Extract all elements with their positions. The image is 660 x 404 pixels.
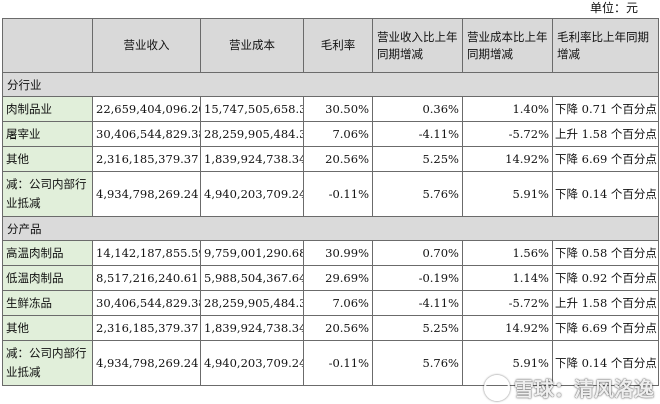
- row-label: 其他: [2, 146, 93, 172]
- cost-change-cell: 14.92%: [462, 315, 553, 341]
- revenue-change-cell: 5.25%: [372, 315, 463, 341]
- cost-cell: 9,759,001,290.68: [200, 240, 304, 266]
- margin-cell: 30.99%: [303, 240, 373, 266]
- table-row: 低温肉制品 8,517,216,240.61 5,988,504,367.64 …: [2, 265, 659, 291]
- revenue-cell: 4,934,798,269.24: [92, 171, 201, 217]
- section-header: 分行业: [2, 72, 659, 97]
- revenue-change-cell: -4.11%: [372, 290, 463, 316]
- table-row: 其他 2,316,185,379.37 1,839,924,738.34 20.…: [2, 315, 659, 341]
- header-margin: 毛利率: [303, 18, 373, 73]
- header-revenue: 营业收入: [92, 18, 201, 73]
- margin-change-cell: 上升 1.58 个百分点: [552, 121, 659, 147]
- cost-change-cell: 1.40%: [462, 96, 553, 122]
- margin-cell: 7.06%: [303, 121, 373, 147]
- header-cost-change: 营业成本比上年同期增减: [462, 18, 553, 73]
- revenue-cell: 22,659,404,096.20: [92, 96, 201, 122]
- revenue-cell: 30,406,544,829.38: [92, 121, 201, 147]
- cost-cell: 1,839,924,738.34: [200, 315, 304, 341]
- margin-change-cell: 下降 0.92 个百分点: [552, 265, 659, 291]
- margin-change-cell: 下降 0.58 个百分点: [552, 240, 659, 266]
- row-label: 减：公司内部行业抵减: [2, 171, 93, 217]
- margin-cell: 30.50%: [303, 96, 373, 122]
- cost-cell: 5,988,504,367.64: [200, 265, 304, 291]
- cost-change-cell: 1.14%: [462, 265, 553, 291]
- section-title: 分行业: [2, 72, 659, 97]
- margin-cell: 29.69%: [303, 265, 373, 291]
- margin-change-cell: 下降 6.69 个百分点: [552, 146, 659, 172]
- cost-change-cell: 5.91%: [462, 171, 553, 217]
- revenue-change-cell: 0.36%: [372, 96, 463, 122]
- table-row: 减：公司内部行业抵减 4,934,798,269.24 4,940,203,70…: [2, 171, 659, 217]
- row-label: 肉制品业: [2, 96, 93, 122]
- cost-cell: 4,940,203,709.24: [200, 340, 304, 386]
- cost-change-cell: -5.72%: [462, 290, 553, 316]
- financial-table: 营业收入 营业成本 毛利率 营业收入比上年同期增减 营业成本比上年同期增减 毛利…: [2, 18, 659, 386]
- margin-cell: 20.56%: [303, 315, 373, 341]
- cost-cell: 28,259,905,484.33: [200, 290, 304, 316]
- header-margin-change: 毛利率比上年同期增减: [552, 18, 659, 73]
- row-label: 减：公司内部行业抵减: [2, 340, 93, 386]
- table-row: 肉制品业 22,659,404,096.20 15,747,505,658.32…: [2, 96, 659, 122]
- revenue-change-cell: -4.11%: [372, 121, 463, 147]
- revenue-change-cell: 5.76%: [372, 340, 463, 386]
- margin-cell: 7.06%: [303, 290, 373, 316]
- cost-change-cell: -5.72%: [462, 121, 553, 147]
- revenue-cell: 8,517,216,240.61: [92, 265, 201, 291]
- table-row: 其他 2,316,185,379.37 1,839,924,738.34 20.…: [2, 146, 659, 172]
- cost-cell: 4,940,203,709.24: [200, 171, 304, 217]
- row-label: 生鲜冻品: [2, 290, 93, 316]
- cost-cell: 28,259,905,484.33: [200, 121, 304, 147]
- margin-cell: -0.11%: [303, 340, 373, 386]
- revenue-change-cell: -0.19%: [372, 265, 463, 291]
- revenue-cell: 4,934,798,269.24: [92, 340, 201, 386]
- unit-label: 单位：元: [589, 1, 638, 15]
- row-label: 高温肉制品: [2, 240, 93, 266]
- cost-change-cell: 5.91%: [462, 340, 553, 386]
- revenue-cell: 14,142,187,855.59: [92, 240, 201, 266]
- revenue-change-cell: 5.76%: [372, 171, 463, 217]
- margin-change-cell: 下降 0.71 个百分点: [552, 96, 659, 122]
- table-row: 生鲜冻品 30,406,544,829.38 28,259,905,484.33…: [2, 290, 659, 316]
- cost-cell: 15,747,505,658.32: [200, 96, 304, 122]
- revenue-cell: 30,406,544,829.38: [92, 290, 201, 316]
- row-label: 低温肉制品: [2, 265, 93, 291]
- row-label: 其他: [2, 315, 93, 341]
- cost-cell: 1,839,924,738.34: [200, 146, 304, 172]
- revenue-change-cell: 5.25%: [372, 146, 463, 172]
- table-row: 屠宰业 30,406,544,829.38 28,259,905,484.33 …: [2, 121, 659, 147]
- margin-change-cell: 下降 0.14 个百分点: [552, 171, 659, 217]
- row-label: 屠宰业: [2, 121, 93, 147]
- cost-change-cell: 1.56%: [462, 240, 553, 266]
- section-title: 分产品: [2, 216, 659, 241]
- header-row: 营业收入 营业成本 毛利率 营业收入比上年同期增减 营业成本比上年同期增减 毛利…: [2, 18, 659, 73]
- table-row: 减：公司内部行业抵减 4,934,798,269.24 4,940,203,70…: [2, 340, 659, 386]
- header-cost: 营业成本: [200, 18, 304, 73]
- revenue-cell: 2,316,185,379.37: [92, 315, 201, 341]
- margin-change-cell: 下降 6.69 个百分点: [552, 315, 659, 341]
- section-header: 分产品: [2, 216, 659, 241]
- header-corner: [2, 18, 93, 73]
- table-row: 高温肉制品 14,142,187,855.59 9,759,001,290.68…: [2, 240, 659, 266]
- margin-change-cell: 下降 0.14 个百分点: [552, 340, 659, 386]
- margin-cell: -0.11%: [303, 171, 373, 217]
- margin-change-cell: 上升 1.58 个百分点: [552, 290, 659, 316]
- header-revenue-change: 营业收入比上年同期增减: [372, 18, 463, 73]
- revenue-cell: 2,316,185,379.37: [92, 146, 201, 172]
- margin-cell: 20.56%: [303, 146, 373, 172]
- revenue-change-cell: 0.70%: [372, 240, 463, 266]
- cost-change-cell: 14.92%: [462, 146, 553, 172]
